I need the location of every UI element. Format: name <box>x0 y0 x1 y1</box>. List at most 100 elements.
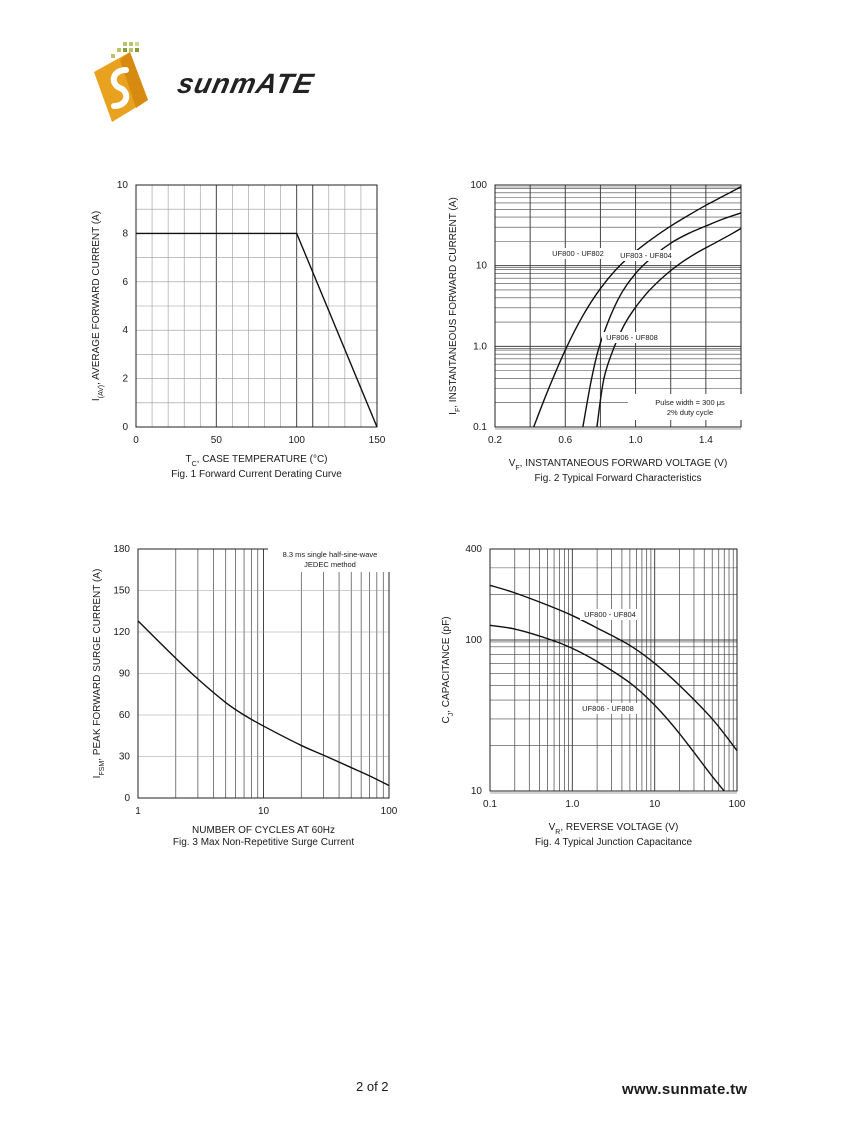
figure-caption: Fig. 1 Forward Current Derating Curve <box>171 469 342 480</box>
sunmate-logo-icon <box>94 42 148 122</box>
annotation-text: 2% duty cycle <box>667 408 713 417</box>
series-label: UF803 - UF804 <box>620 251 672 260</box>
y-tick-label: 10 <box>476 261 488 272</box>
x-tick-label: 10 <box>258 806 270 817</box>
x-axis-label-sub: F <box>515 465 519 472</box>
figure-1: 0 50 100 150 0 2 4 6 8 10 TC, CASE TEMPERATURE (°C… <box>91 180 386 480</box>
x-tick-label: 10 <box>649 799 661 810</box>
x-axis-label-main: T <box>185 454 191 465</box>
series-label-bg <box>578 703 638 714</box>
y-tick-label: 90 <box>119 669 131 680</box>
page-number: 2 of 2 <box>356 1079 389 1094</box>
y-tick-label: 2 <box>122 374 128 385</box>
x-tick-label: 1 <box>135 806 141 817</box>
website-url: www.sunmate.tw <box>622 1081 748 1098</box>
y-axis-label-sub: J <box>448 713 455 717</box>
y-tick-label: 10 <box>117 180 129 191</box>
series-label-bg <box>602 332 662 343</box>
grid <box>495 184 741 430</box>
y-axis-label-sub: F <box>455 408 462 412</box>
x-tick-label: 100 <box>381 806 398 817</box>
x-axis-label-rest: , CASE TEMPERATURE (°C) <box>197 454 328 465</box>
y-axis-label: IF, INSTANTANEOUS FORWARD CURRENT (A) <box>448 197 462 415</box>
y-tick-label: 1.0 <box>473 341 487 352</box>
y-tick-label: 400 <box>465 544 482 555</box>
x-axis-label: VF, INSTANTANEOUS FORWARD VOLTAGE (V) <box>509 458 728 472</box>
y-axis-label-rest: , INSTANTANEOUS FORWARD CURRENT (A) <box>448 197 459 408</box>
series-line <box>596 227 742 428</box>
x-tick-label: 0.6 <box>558 435 572 446</box>
sunmate-logo <box>90 40 180 130</box>
x-tick-label: 0.2 <box>488 435 502 446</box>
y-tick-label: 0 <box>122 422 128 433</box>
y-axis-label: I(AV), AVERAGE FORWARD CURRENT (A) <box>91 211 105 401</box>
x-axis-label-sub: C <box>192 461 197 468</box>
annotation-text: Pulse width = 300 μs <box>655 398 725 407</box>
series-label: UF806 - UF808 <box>606 333 658 342</box>
x-axis-label: VR, REVERSE VOLTAGE (V) <box>549 822 679 836</box>
grid <box>137 548 390 799</box>
annotation-text: 8.3 ms single half-sine-wave <box>283 550 378 559</box>
x-tick-label: 1.4 <box>699 435 713 446</box>
annotation-text: JEDEC method <box>304 560 356 569</box>
y-axis-label-main: I <box>91 398 102 401</box>
series-label-bg <box>616 250 676 261</box>
plot-frame <box>494 184 742 428</box>
x-axis-label: NUMBER OF CYCLES AT 60Hz <box>192 825 335 836</box>
x-axis-label-sub: R <box>555 829 560 836</box>
figure-3: 1 10 100 0 30 60 90 120 150 180 8.3 ms single half… <box>92 544 398 848</box>
y-tick-label: 8 <box>122 228 128 239</box>
y-tick-label: 0.1 <box>473 422 487 433</box>
y-tick-label: 6 <box>122 277 128 288</box>
series-label: UF800 - UF802 <box>552 249 604 258</box>
y-axis-label-rest: , CAPACITANCE (pF) <box>441 616 452 712</box>
annotation-bg <box>268 546 392 572</box>
y-axis-label: CJ, CAPACITANCE (pF) <box>441 616 455 723</box>
figure-4: 0.1 1.0 10 100 10 100 400 UF800 - UF804 UF806 - … <box>441 544 746 848</box>
y-tick-label: 4 <box>122 325 128 336</box>
y-tick-label: 120 <box>113 627 130 638</box>
x-axis-label: TC, CASE TEMPERATURE (°C) <box>185 454 327 468</box>
brand-wordmark: sunmATE <box>174 68 318 99</box>
x-tick-label: 0.1 <box>483 799 497 810</box>
x-axis-label-main: V <box>509 458 516 469</box>
plot-frame <box>489 548 738 792</box>
x-tick-label: 50 <box>211 435 223 446</box>
series-label-bg <box>580 609 640 620</box>
x-axis-label-main: V <box>549 822 556 833</box>
x-axis-label-main: NUMBER OF CYCLES AT 60Hz <box>192 825 335 836</box>
y-tick-label: 0 <box>124 793 130 804</box>
series-line <box>136 232 378 428</box>
y-axis-label-main: C <box>441 716 452 723</box>
y-tick-label: 30 <box>119 752 131 763</box>
series-label-bg <box>548 248 608 259</box>
figure-caption: Fig. 2 Typical Forward Characteristics <box>534 473 701 484</box>
x-tick-label: 100 <box>729 799 746 810</box>
y-tick-label: 100 <box>470 180 487 191</box>
x-axis-label-rest: , REVERSE VOLTAGE (V) <box>560 822 678 833</box>
figure-caption: Fig. 4 Typical Junction Capacitance <box>535 837 693 848</box>
y-tick-label: 100 <box>465 635 482 646</box>
x-tick-label: 0 <box>133 435 139 446</box>
x-tick-label: 1.0 <box>629 435 643 446</box>
y-tick-label: 10 <box>471 786 483 797</box>
y-axis-label-rest: , AVERAGE FORWARD CURRENT (A) <box>91 211 102 385</box>
series-line <box>137 620 390 787</box>
y-tick-label: 150 <box>113 586 130 597</box>
series-label: UF806 - UF808 <box>582 704 634 713</box>
x-tick-label: 1.0 <box>565 799 579 810</box>
figure-caption: Fig. 3 Max Non-Repetitive Surge Current <box>173 837 354 848</box>
series-label: UF800 - UF804 <box>584 610 636 619</box>
y-axis-label-sub: (AV) <box>98 385 105 398</box>
y-axis-label-main: I <box>92 776 103 779</box>
x-tick-label: 100 <box>288 435 305 446</box>
y-tick-label: 180 <box>113 544 130 555</box>
series-line <box>489 584 738 752</box>
figure-2: 0.2 0.6 1.0 1.4 0.1 1.0 10 100 UF800 - UF802 UF80… <box>448 180 752 484</box>
y-axis-label-sub: FSM <box>99 761 106 776</box>
x-tick-label: 150 <box>369 435 386 446</box>
y-axis-label-rest: , PEAK FORWARD SURGE CURRENT (A) <box>92 569 103 761</box>
series-line <box>489 624 725 792</box>
grid <box>136 184 377 428</box>
x-axis-label-rest: , INSTANTANEOUS FORWARD VOLTAGE (V) <box>520 458 728 469</box>
